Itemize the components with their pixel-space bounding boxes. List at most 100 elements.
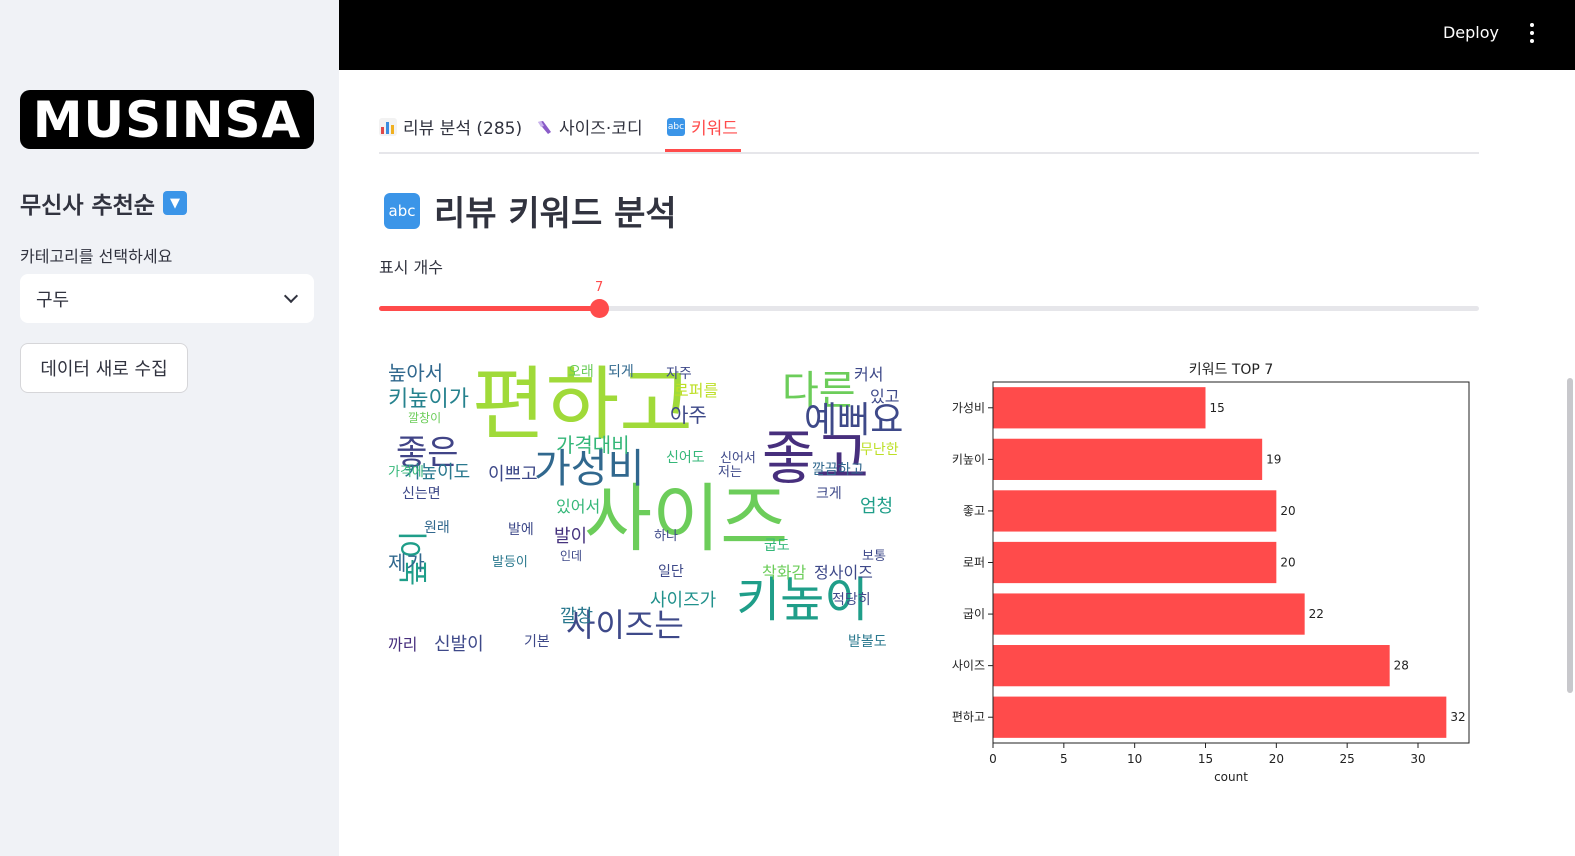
wordcloud-word: 깔끔하고	[812, 462, 864, 478]
wordcloud-word: 가성비	[534, 446, 644, 492]
wordcloud-word: 발에	[508, 522, 534, 538]
wordcloud-word: 자주	[666, 366, 692, 382]
chart-y-tick-label: 사이즈	[952, 659, 985, 673]
wordcloud-word: 로퍼를	[674, 381, 718, 400]
wordcloud-word: 높아서	[388, 361, 443, 385]
wordcloud-word: 발볼도	[848, 634, 887, 650]
wordcloud-word: 좋은	[396, 433, 459, 473]
down-arrow-icon: ▼	[162, 191, 187, 215]
slider-label: 표시 개수	[379, 258, 443, 277]
wordcloud-word: 제가	[388, 551, 425, 575]
chart-data-label: 20	[1280, 556, 1295, 570]
chart-x-tick-label: 5	[1060, 752, 1068, 766]
wordcloud-word: 엄청	[860, 496, 893, 517]
chart-bar	[993, 490, 1277, 532]
wordcloud-word: 있어서	[556, 497, 600, 516]
wordcloud-word: 깔창	[560, 606, 593, 627]
wordcloud-word: 정사이즈	[814, 563, 873, 582]
wordcloud-word: 가격대비	[556, 433, 630, 457]
chart-y-tick-label: 로퍼	[963, 556, 985, 570]
wordcloud-word: 신어서	[720, 451, 756, 466]
slider-value: 7	[595, 280, 604, 295]
keyword-bar-chart: 키워드 TOP 7 15 가성비 19 키높이 20 좋고 20 로퍼 22 굽이 28 사이즈 32 편하…	[952, 362, 1470, 784]
chart-bar	[993, 645, 1390, 687]
wordcloud-word: 일단	[658, 564, 684, 580]
wordcloud-word: 있고	[870, 387, 899, 406]
tab-label: 리뷰 분석 (285)	[403, 119, 523, 139]
category-label: 카테고리를 선택하세요	[20, 247, 173, 266]
wordcloud-word: 까리	[388, 635, 417, 654]
wordcloud-word: 발이	[554, 526, 587, 547]
slider-thumb[interactable]	[589, 299, 609, 318]
tab-size-coordi[interactable]: 사이즈·코디	[535, 114, 643, 139]
wordcloud-word: 이쁘고	[488, 464, 538, 485]
sidebar-title-text: 무신사 추천순	[20, 193, 155, 219]
chart-bar	[993, 438, 1263, 480]
wordcloud-word: 신발이	[434, 634, 484, 654]
scrollbar[interactable]	[1567, 378, 1573, 693]
page-title-text: 리뷰 키워드 분석	[434, 194, 677, 234]
wordcloud-word: 적당히	[832, 592, 871, 608]
chart-bar	[993, 696, 1447, 738]
chart-x-tick-label: 25	[1340, 752, 1355, 766]
wordcloud-word: 오래	[568, 364, 594, 380]
sidebar: MUSINSA 무신사 추천순 ▼ 카테고리를 선택하세요 구두 데이터 새로 …	[0, 0, 339, 856]
wordcloud-word: 깔창이	[408, 411, 441, 425]
wordcloud-word: 예뻐요	[804, 400, 903, 441]
wordcloud-word: 사이즈	[584, 476, 788, 562]
wordcloud-word: 되게	[608, 364, 634, 380]
wordcloud-word: 착화감	[762, 563, 806, 582]
chart-bar	[993, 541, 1277, 584]
chevron-down-icon	[283, 288, 299, 304]
category-select-value: 구두	[36, 289, 70, 311]
bar-chart-icon	[379, 117, 397, 136]
chart-y-tick-label: 좋고	[963, 504, 985, 518]
chart-bar	[993, 387, 1206, 429]
wordcloud-word: 다른	[782, 368, 856, 414]
tab-label: 사이즈·코디	[559, 119, 643, 139]
wordcloud-word: 키높이도	[404, 462, 470, 483]
wordcloud-word: 인데	[560, 549, 582, 563]
wordcloud-word: 사이즈가	[650, 590, 716, 611]
chart-y-tick-label: 편하고	[952, 710, 985, 724]
tab-review-analysis[interactable]: 리뷰 분석 (285)	[379, 114, 522, 139]
wordcloud-word: 발등이	[492, 555, 528, 570]
tab-label: 키워드	[691, 119, 738, 139]
tab-bar: 리뷰 분석 (285) 사이즈·코디 abc 키워드	[379, 106, 1479, 154]
wordcloud-word: 커서	[854, 365, 883, 384]
chart-x-tick-label: 0	[989, 752, 997, 766]
wordcloud-word: 편하고	[472, 360, 693, 451]
chart-y-tick-label: 키높이	[952, 452, 985, 466]
chart-data-label: 22	[1309, 607, 1324, 621]
abc-icon: abc	[384, 192, 420, 229]
deploy-button[interactable]: Deploy	[1442, 23, 1499, 42]
category-select[interactable]: 구두	[20, 274, 314, 323]
wordcloud-word: 보통	[862, 549, 886, 564]
chart-data-label: 15	[1210, 401, 1225, 415]
wordcloud-word: 굽도	[764, 538, 790, 554]
chart-frame	[992, 381, 1470, 744]
wordcloud-word: 좋고	[762, 424, 869, 492]
shoe-icon	[535, 118, 553, 136]
chart-y-tick-label: 굽이	[963, 607, 985, 621]
wordcloud-word: 사이즈는	[566, 606, 684, 644]
slider-track[interactable]	[379, 306, 1479, 311]
chart-x-tick-label: 15	[1198, 752, 1213, 766]
wordcloud-word: 아주	[670, 403, 707, 427]
wordcloud-word: 가격에	[388, 465, 424, 480]
chart-bar	[993, 593, 1305, 635]
refresh-data-button[interactable]: 데이터 새로 수집	[20, 343, 188, 393]
chart-x-tick-label: 30	[1410, 752, 1425, 766]
chart-y-tick-label: 가성비	[952, 401, 985, 415]
wordcloud-word: 키높이	[736, 572, 868, 628]
slider-fill	[379, 306, 599, 311]
tab-keyword[interactable]: abc 키워드	[667, 114, 738, 139]
wordcloud-word: 저는	[718, 465, 742, 480]
wordcloud-word: 크게	[816, 486, 842, 502]
chart-title: 키워드 TOP 7	[1189, 362, 1273, 378]
sidebar-title: 무신사 추천순 ▼	[20, 186, 187, 220]
chart-x-tick-label: 10	[1127, 752, 1142, 766]
kebab-menu-icon[interactable]	[1529, 23, 1535, 43]
app-header: Deploy	[339, 0, 1575, 70]
